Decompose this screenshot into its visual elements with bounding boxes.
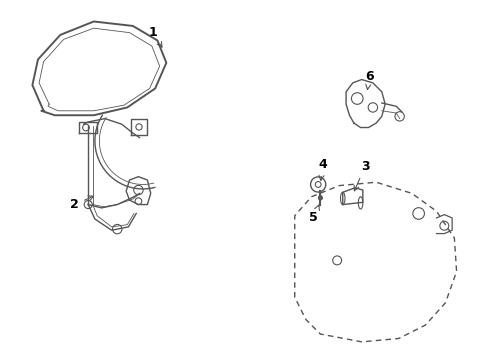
Text: 3: 3 xyxy=(353,160,368,191)
Text: 4: 4 xyxy=(318,158,326,180)
Text: 6: 6 xyxy=(365,70,373,90)
Text: 1: 1 xyxy=(148,26,162,47)
Text: 2: 2 xyxy=(70,196,93,211)
Circle shape xyxy=(318,195,322,200)
Text: 5: 5 xyxy=(309,205,319,224)
